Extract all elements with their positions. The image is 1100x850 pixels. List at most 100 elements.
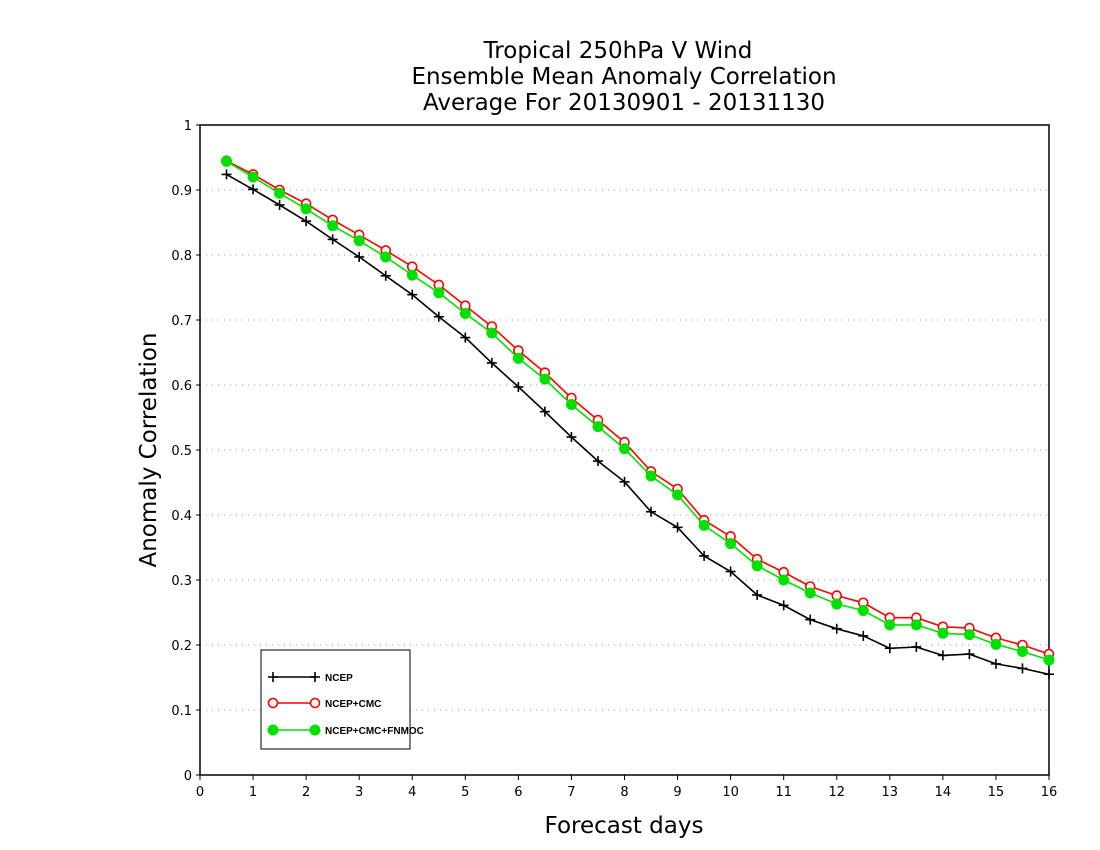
x-tick-label: 1 xyxy=(249,785,257,800)
y-tick-label: 1 xyxy=(184,119,192,134)
data-point xyxy=(539,373,551,385)
y-tick-label: 0.8 xyxy=(171,249,192,264)
legend-marker xyxy=(267,724,279,736)
data-point xyxy=(380,251,392,263)
x-tick-label: 0 xyxy=(196,785,204,800)
data-point xyxy=(911,641,922,652)
data-point xyxy=(433,311,444,322)
data-point xyxy=(778,574,790,586)
legend-marker xyxy=(309,724,321,736)
series-1 xyxy=(221,155,1055,660)
title-line-3: Average For 20130901 - 20131130 xyxy=(423,90,825,116)
data-point xyxy=(619,443,630,455)
x-tick-label: 6 xyxy=(514,785,522,800)
data-point xyxy=(1017,663,1028,674)
legend-box xyxy=(260,649,411,750)
y-axis-ticks: 0 0.1 0.2 0.3 0.4 0.5 0.6 0.7 0.8 0.9 1 xyxy=(171,119,200,784)
y-tick-label: 0 xyxy=(184,769,192,784)
data-point xyxy=(884,619,896,631)
x-tick-label: 4 xyxy=(408,785,416,800)
data-point xyxy=(672,489,684,501)
data-point xyxy=(274,199,285,210)
legend-marker xyxy=(309,697,321,709)
x-tick-label: 5 xyxy=(461,785,469,800)
data-point xyxy=(274,187,286,199)
legend-item: NCEP+CMC xyxy=(267,697,381,710)
data-point xyxy=(486,357,497,368)
x-tick-label: 15 xyxy=(988,785,1005,800)
data-point xyxy=(857,605,869,617)
data-point xyxy=(327,234,338,245)
data-point xyxy=(380,270,391,281)
data-point xyxy=(539,406,550,417)
legend-item: NCEP+CMC+FNMOC xyxy=(267,724,424,737)
y-tick-label: 0.2 xyxy=(171,639,192,654)
data-point xyxy=(460,332,471,343)
y-tick-label: 0.1 xyxy=(171,704,192,719)
y-tick-label: 0.9 xyxy=(171,184,192,199)
x-tick-label: 7 xyxy=(567,785,575,800)
data-point xyxy=(566,432,577,442)
data-point xyxy=(645,470,657,482)
title-line-1: Tropical 250hPa V Wind xyxy=(483,38,753,64)
data-point xyxy=(592,421,604,433)
data-point xyxy=(619,476,630,487)
data-point xyxy=(459,308,471,319)
series-0 xyxy=(221,169,1054,680)
data-point xyxy=(725,538,737,550)
data-point xyxy=(804,587,816,599)
x-axis-label: Forecast days xyxy=(545,813,704,839)
x-tick-label: 13 xyxy=(882,785,899,800)
data-point xyxy=(1043,654,1055,666)
x-tick-label: 2 xyxy=(302,785,310,800)
data-point xyxy=(327,220,339,232)
x-tick-label: 11 xyxy=(775,785,792,800)
x-tick-label: 14 xyxy=(935,785,952,800)
data-point xyxy=(646,506,657,517)
data-point xyxy=(751,560,763,572)
data-point xyxy=(433,287,445,299)
data-point xyxy=(990,658,1001,669)
legend: NCEP NCEP+CMC NCEP+CMC+FNMOC xyxy=(260,649,424,750)
data-point xyxy=(407,289,418,300)
title-line-2: Ensemble Mean Anomaly Correlation xyxy=(411,64,836,90)
y-tick-label: 0.6 xyxy=(171,379,192,394)
data-point xyxy=(725,566,736,577)
x-tick-label: 8 xyxy=(620,785,628,800)
data-point xyxy=(699,550,710,561)
chart-title: Tropical 250hPa V Wind Ensemble Mean Ano… xyxy=(411,38,836,116)
data-point xyxy=(963,629,975,641)
data-point xyxy=(513,381,524,392)
data-point xyxy=(1016,646,1028,657)
data-point xyxy=(301,216,312,227)
series-line xyxy=(226,173,1050,676)
x-tick-label: 9 xyxy=(673,785,681,800)
data-point xyxy=(247,171,259,183)
data-point xyxy=(910,619,922,631)
data-point xyxy=(512,352,524,364)
series-line xyxy=(226,160,1050,661)
data-point xyxy=(221,169,232,180)
series-2 xyxy=(221,155,1055,666)
data-point xyxy=(354,251,365,262)
y-axis-label: Anomaly Correlation xyxy=(136,332,162,567)
legend-label: NCEP+CMC xyxy=(325,699,381,710)
series-group xyxy=(221,155,1055,680)
data-point xyxy=(937,650,948,661)
data-point xyxy=(221,155,233,167)
legend-marker xyxy=(267,697,279,709)
x-tick-label: 16 xyxy=(1041,785,1058,800)
legend-label: NCEP+CMC+FNMOC xyxy=(325,726,424,737)
y-tick-label: 0.3 xyxy=(171,574,192,589)
data-point xyxy=(406,269,418,281)
x-tick-label: 12 xyxy=(828,785,845,800)
data-point xyxy=(858,630,869,641)
data-point xyxy=(990,638,1002,650)
y-tick-label: 0.4 xyxy=(171,509,192,524)
x-tick-label: 10 xyxy=(722,785,739,800)
x-tick-label: 3 xyxy=(355,785,363,800)
data-point xyxy=(353,235,365,247)
data-point xyxy=(300,203,312,215)
y-tick-label: 0.5 xyxy=(171,444,192,459)
